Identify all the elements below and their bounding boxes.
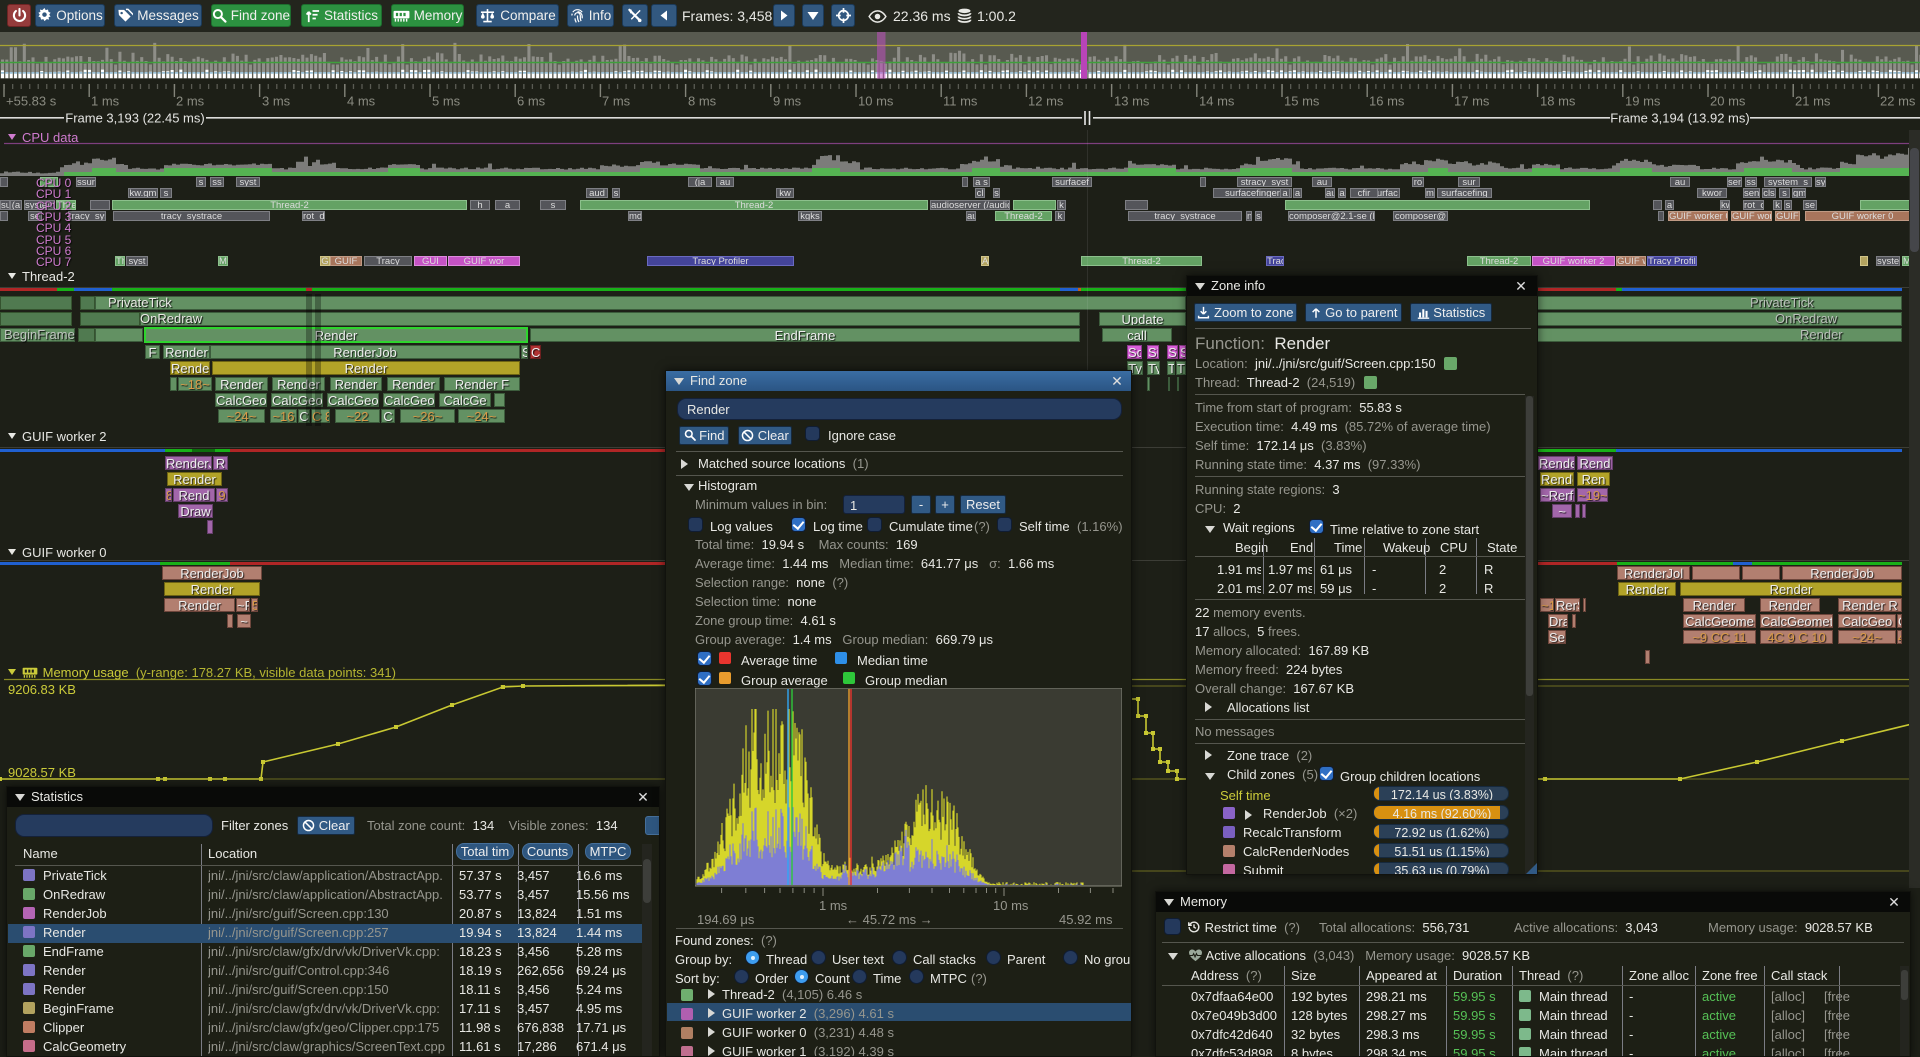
svg-text:14 ms: 14 ms	[1199, 94, 1235, 109]
svg-text:10 ms: 10 ms	[993, 898, 1029, 913]
svg-text:+55.83 s: +55.83 s	[6, 94, 57, 109]
svg-text:2 ms: 2 ms	[176, 94, 205, 109]
svg-text:16 ms: 16 ms	[1369, 94, 1405, 109]
svg-text:6 ms: 6 ms	[517, 94, 546, 109]
svg-text:11 ms: 11 ms	[943, 94, 978, 109]
svg-text:20 ms: 20 ms	[1710, 94, 1746, 109]
svg-text:8 ms: 8 ms	[688, 94, 717, 109]
svg-text:10 ms: 10 ms	[858, 94, 894, 109]
svg-text:Frame 3,194 (13.92 ms): Frame 3,194 (13.92 ms)	[1610, 111, 1749, 126]
svg-text:13 ms: 13 ms	[1114, 94, 1150, 109]
svg-text:17 ms: 17 ms	[1454, 94, 1490, 109]
svg-text:22 ms: 22 ms	[1880, 94, 1916, 109]
svg-text:Frame 3,193 (22.45 ms): Frame 3,193 (22.45 ms)	[65, 111, 204, 126]
svg-text:3 ms: 3 ms	[262, 94, 291, 109]
svg-text:21 ms: 21 ms	[1795, 94, 1831, 109]
svg-text:19 ms: 19 ms	[1625, 94, 1661, 109]
svg-text:4 ms: 4 ms	[347, 94, 376, 109]
svg-text:15 ms: 15 ms	[1284, 94, 1320, 109]
svg-text:7 ms: 7 ms	[602, 94, 631, 109]
svg-text:1 ms: 1 ms	[91, 94, 120, 109]
svg-text:1 ms: 1 ms	[819, 898, 848, 913]
svg-text:18 ms: 18 ms	[1540, 94, 1576, 109]
svg-text:5 ms: 5 ms	[432, 94, 461, 109]
svg-text:9 ms: 9 ms	[773, 94, 802, 109]
svg-text:12 ms: 12 ms	[1028, 94, 1064, 109]
